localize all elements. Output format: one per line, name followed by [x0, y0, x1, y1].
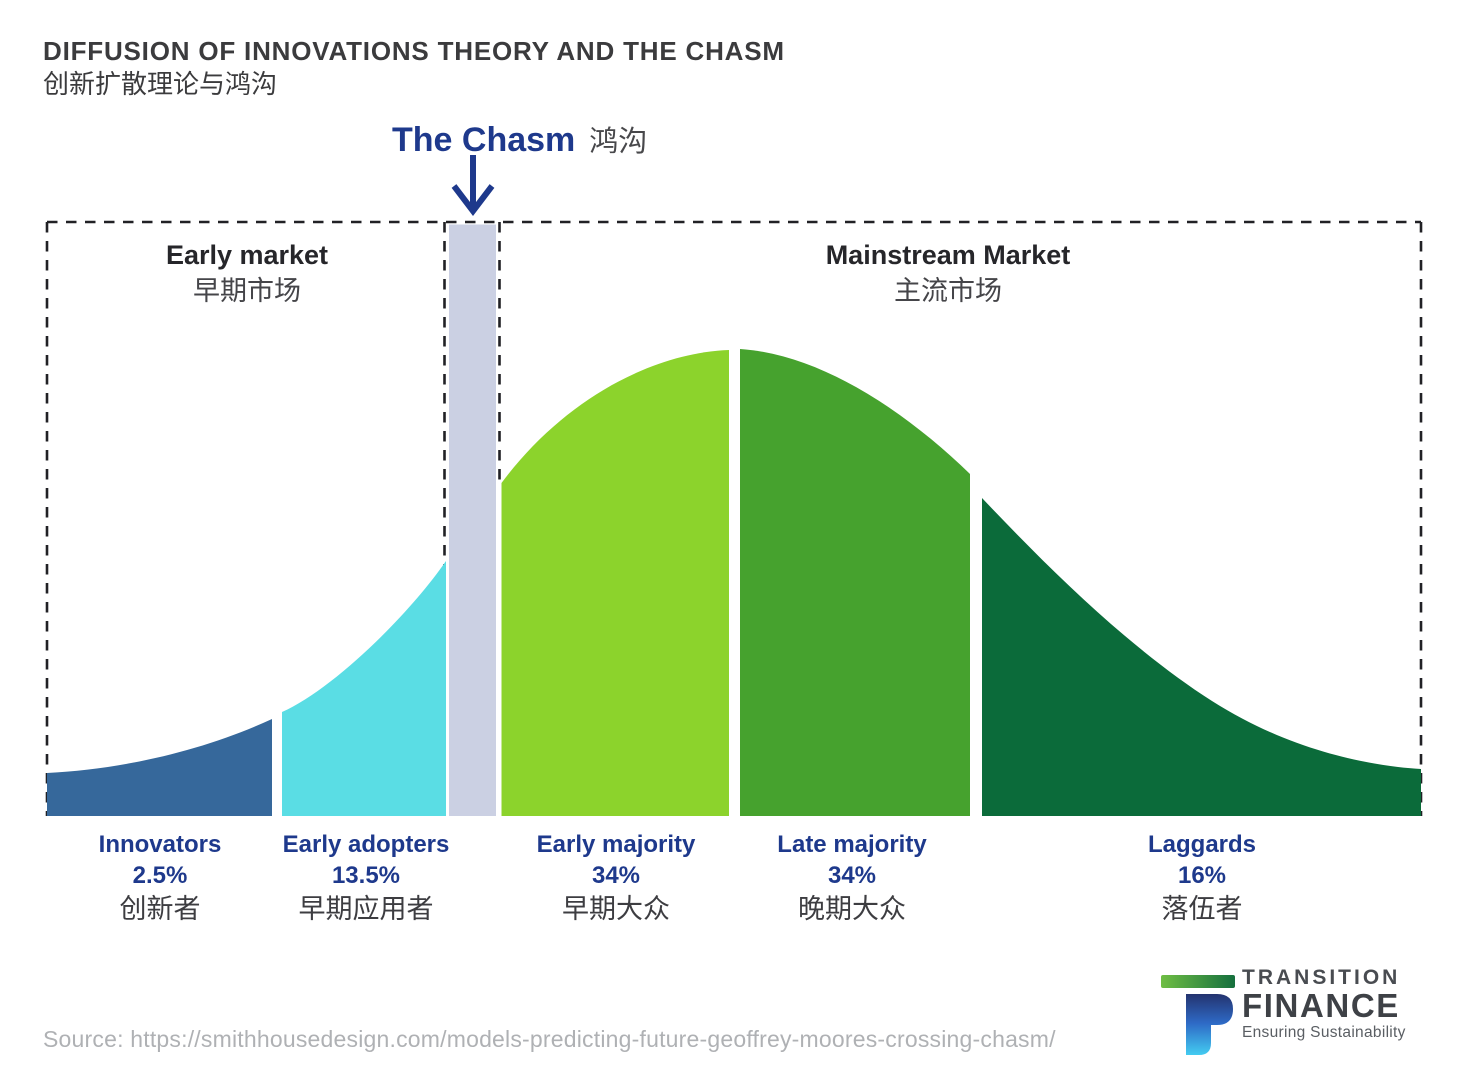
segment-name: Late majority	[777, 831, 927, 858]
segment-label-innovators: Innovators 2.5% 创新者	[99, 832, 222, 924]
segment-area-laggards	[982, 498, 1421, 816]
chasm-arrow-head	[451, 184, 495, 216]
segment-label-early-majority: Early majority 34% 早期大众	[537, 832, 696, 924]
segment-percentage: 16%	[1177, 862, 1227, 889]
segment-name-zh: 创新者	[119, 894, 201, 924]
page-title-zh: 创新扩散理论与鸿沟	[43, 69, 278, 99]
segment-area-late-majority	[740, 349, 970, 816]
chasm-callout: The Chasm 鸿沟	[392, 118, 647, 160]
logo-blue-t-shape	[1186, 994, 1233, 1055]
segment-area-early-adopters	[282, 561, 446, 816]
chasm-bar	[449, 224, 496, 816]
source-citation: Source: https://smithhousedesign.com/mod…	[43, 1026, 1056, 1052]
segment-label-late-majority: Late majority 34% 晚期大众	[777, 832, 926, 924]
transition-finance-wordmark: TRANSITION FINANCE Ensuring Sustainabili…	[1242, 966, 1406, 1042]
segment-area-early-majority	[501, 350, 729, 816]
logo-word-transition: TRANSITION	[1242, 966, 1401, 989]
segment-area-innovators	[47, 719, 272, 816]
chasm-label: The Chasm	[392, 121, 576, 159]
logo-word-finance: FINANCE	[1242, 987, 1400, 1024]
logo-tagline: Ensuring Sustainability	[1242, 1024, 1406, 1041]
segment-name: Early majority	[536, 831, 696, 858]
segment-name: Innovators	[98, 831, 222, 858]
transition-finance-logo-icon	[1161, 975, 1235, 1055]
logo-green-bar	[1161, 975, 1235, 988]
segment-percentage: 34%	[827, 862, 877, 889]
segment-name-zh: 晚期大众	[797, 894, 906, 924]
segment-percentage: 2.5%	[132, 862, 188, 889]
mainstream-market-label: Mainstream Market 主流市场	[826, 241, 1071, 306]
mainstream-market-label-en: Mainstream Market	[825, 240, 1071, 270]
segment-name: Early adopters	[282, 831, 450, 858]
early-market-label-en: Early market	[165, 240, 329, 270]
segment-percentage: 13.5%	[331, 862, 401, 889]
segment-label-laggards: Laggards 16% 落伍者	[1148, 832, 1256, 924]
early-market-label: Early market 早期市场	[166, 241, 328, 306]
segment-name-zh: 早期应用者	[298, 894, 434, 924]
title-block: DIFFUSION OF INNOVATIONS THEORY AND THE …	[43, 36, 785, 100]
segment-name-zh: 早期大众	[562, 894, 670, 924]
segment-percentage: 34%	[591, 862, 641, 889]
chasm-arrow-icon	[451, 155, 495, 216]
chasm-label-zh: 鸿沟	[589, 126, 648, 158]
mainstream-market-label-zh: 主流市场	[893, 276, 1002, 306]
page-title: DIFFUSION OF INNOVATIONS THEORY AND THE …	[43, 36, 785, 66]
segment-name: Laggards	[1147, 831, 1257, 858]
segment-name-zh: 落伍者	[1161, 894, 1243, 924]
early-market-label-zh: 早期市场	[192, 276, 301, 306]
segment-label-early-adopters: Early adopters 13.5% 早期应用者	[283, 832, 450, 924]
